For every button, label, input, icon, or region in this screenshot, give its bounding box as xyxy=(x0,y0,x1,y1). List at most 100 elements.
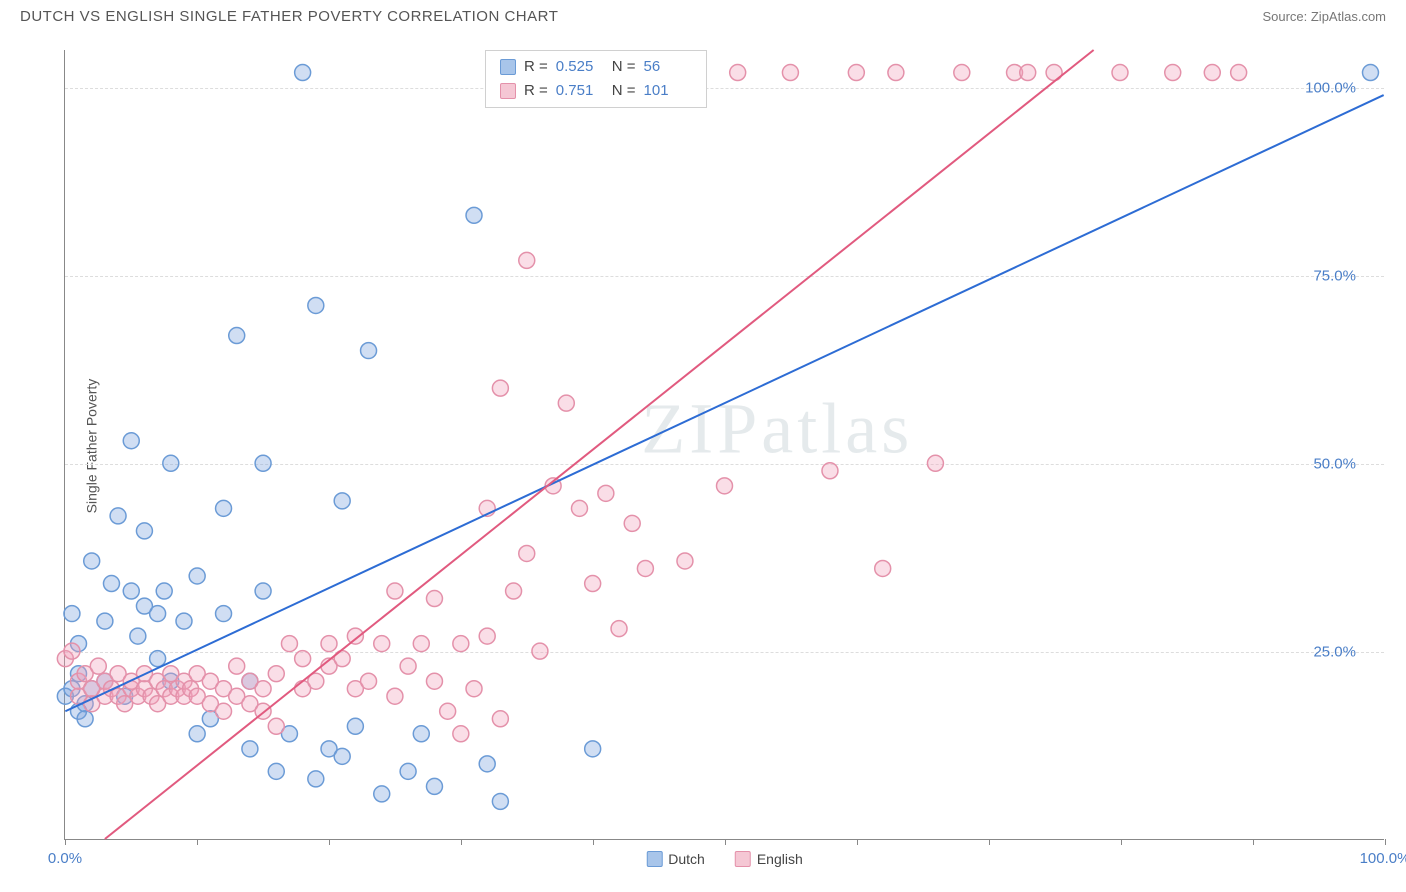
scatter-point xyxy=(585,576,601,592)
legend-label-dutch: Dutch xyxy=(668,851,705,867)
scatter-point xyxy=(1204,65,1220,81)
scatter-point xyxy=(123,583,139,599)
scatter-point xyxy=(295,65,311,81)
legend-swatch-dutch xyxy=(646,851,662,867)
scatter-point xyxy=(242,741,258,757)
scatter-point xyxy=(479,628,495,644)
scatter-point xyxy=(598,485,614,501)
scatter-point xyxy=(123,433,139,449)
scatter-point xyxy=(130,628,146,644)
x-axis-legend: Dutch English xyxy=(646,851,803,867)
scatter-point xyxy=(492,793,508,809)
scatter-point xyxy=(229,328,245,344)
stats-r-value-english: 0.751 xyxy=(556,79,604,103)
scatter-point xyxy=(1020,65,1036,81)
scatter-point xyxy=(927,455,943,471)
scatter-point xyxy=(64,606,80,622)
x-tick-mark xyxy=(989,839,990,845)
chart-source: Source: ZipAtlas.com xyxy=(1262,9,1386,24)
scatter-point xyxy=(334,748,350,764)
scatter-point xyxy=(585,741,601,757)
legend-item-dutch: Dutch xyxy=(646,851,705,867)
scatter-point xyxy=(176,613,192,629)
scatter-point xyxy=(374,786,390,802)
scatter-point xyxy=(268,666,284,682)
scatter-point xyxy=(1165,65,1181,81)
scatter-point xyxy=(387,688,403,704)
scatter-point xyxy=(413,636,429,652)
scatter-point xyxy=(571,500,587,516)
scatter-point xyxy=(466,207,482,223)
legend-swatch-english xyxy=(735,851,751,867)
stats-n-value-dutch: 56 xyxy=(644,55,692,79)
scatter-point xyxy=(506,583,522,599)
scatter-point xyxy=(519,545,535,561)
scatter-svg xyxy=(65,50,1384,839)
x-tick-mark xyxy=(1253,839,1254,845)
x-tick-mark xyxy=(857,839,858,845)
scatter-point xyxy=(413,726,429,742)
x-tick-mark xyxy=(593,839,594,845)
scatter-point xyxy=(216,606,232,622)
stats-r-label: R = xyxy=(524,55,548,79)
scatter-point xyxy=(77,711,93,727)
scatter-point xyxy=(453,726,469,742)
scatter-point xyxy=(361,673,377,689)
legend-item-english: English xyxy=(735,851,803,867)
x-tick-mark xyxy=(461,839,462,845)
x-tick-mark xyxy=(197,839,198,845)
scatter-point xyxy=(954,65,970,81)
scatter-point xyxy=(479,756,495,772)
scatter-point xyxy=(189,568,205,584)
scatter-point xyxy=(163,455,179,471)
x-tick-mark xyxy=(725,839,726,845)
scatter-point xyxy=(347,718,363,734)
stats-r-label: R = xyxy=(524,79,548,103)
scatter-point xyxy=(677,553,693,569)
scatter-point xyxy=(466,681,482,697)
scatter-point xyxy=(84,553,100,569)
scatter-point xyxy=(321,636,337,652)
scatter-point xyxy=(1231,65,1247,81)
stats-swatch-english xyxy=(500,83,516,99)
scatter-point xyxy=(229,658,245,674)
stats-n-label: N = xyxy=(612,79,636,103)
scatter-point xyxy=(1362,65,1378,81)
stats-n-value-english: 101 xyxy=(644,79,692,103)
x-tick-mark xyxy=(65,839,66,845)
scatter-point xyxy=(426,591,442,607)
scatter-point xyxy=(492,711,508,727)
scatter-point xyxy=(532,643,548,659)
scatter-point xyxy=(150,651,166,667)
scatter-point xyxy=(637,560,653,576)
scatter-point xyxy=(558,395,574,411)
scatter-point xyxy=(361,343,377,359)
scatter-point xyxy=(426,673,442,689)
scatter-point xyxy=(308,771,324,787)
stats-swatch-dutch xyxy=(500,59,516,75)
scatter-point xyxy=(281,636,297,652)
stats-legend-box: R = 0.525 N = 56 R = 0.751 N = 101 xyxy=(485,50,707,108)
scatter-point xyxy=(189,726,205,742)
scatter-point xyxy=(387,583,403,599)
x-tick-mark xyxy=(1121,839,1122,845)
scatter-point xyxy=(400,658,416,674)
stats-row-english: R = 0.751 N = 101 xyxy=(500,79,692,103)
scatter-point xyxy=(848,65,864,81)
scatter-point xyxy=(453,636,469,652)
scatter-point xyxy=(136,523,152,539)
scatter-point xyxy=(90,658,106,674)
scatter-point xyxy=(216,703,232,719)
scatter-point xyxy=(103,576,119,592)
stats-row-dutch: R = 0.525 N = 56 xyxy=(500,55,692,79)
trend-line xyxy=(65,95,1383,711)
scatter-point xyxy=(611,621,627,637)
scatter-point xyxy=(295,651,311,667)
scatter-point xyxy=(216,500,232,516)
trend-line xyxy=(105,50,1094,839)
scatter-point xyxy=(150,606,166,622)
scatter-point xyxy=(492,380,508,396)
scatter-point xyxy=(717,478,733,494)
scatter-point xyxy=(875,560,891,576)
scatter-point xyxy=(255,681,271,697)
